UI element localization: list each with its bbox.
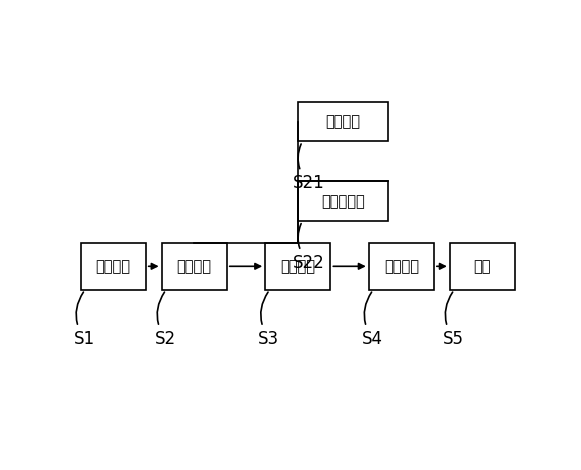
Text: S2: S2 — [155, 292, 176, 348]
Bar — [162, 243, 227, 290]
Text: S5: S5 — [443, 292, 464, 348]
Text: 初步茭化: 初步茭化 — [325, 114, 360, 129]
Text: S3: S3 — [259, 292, 279, 348]
Bar — [81, 243, 146, 290]
Bar — [265, 243, 331, 290]
Bar — [369, 243, 434, 290]
Text: S1: S1 — [74, 292, 95, 348]
Text: S4: S4 — [362, 292, 383, 348]
Text: 进一步茭化: 进一步茭化 — [321, 194, 365, 209]
Text: 冷却: 冷却 — [474, 259, 491, 274]
Bar — [297, 181, 388, 221]
Text: 高速混合: 高速混合 — [96, 259, 131, 274]
Bar — [450, 243, 515, 290]
Text: 过滤杂质: 过滤杂质 — [280, 259, 315, 274]
Text: 压延成型: 压延成型 — [384, 259, 419, 274]
Text: S22: S22 — [293, 224, 325, 272]
Bar — [297, 102, 388, 141]
Text: 原料胶化: 原料胶化 — [177, 259, 211, 274]
Text: S21: S21 — [293, 144, 325, 192]
